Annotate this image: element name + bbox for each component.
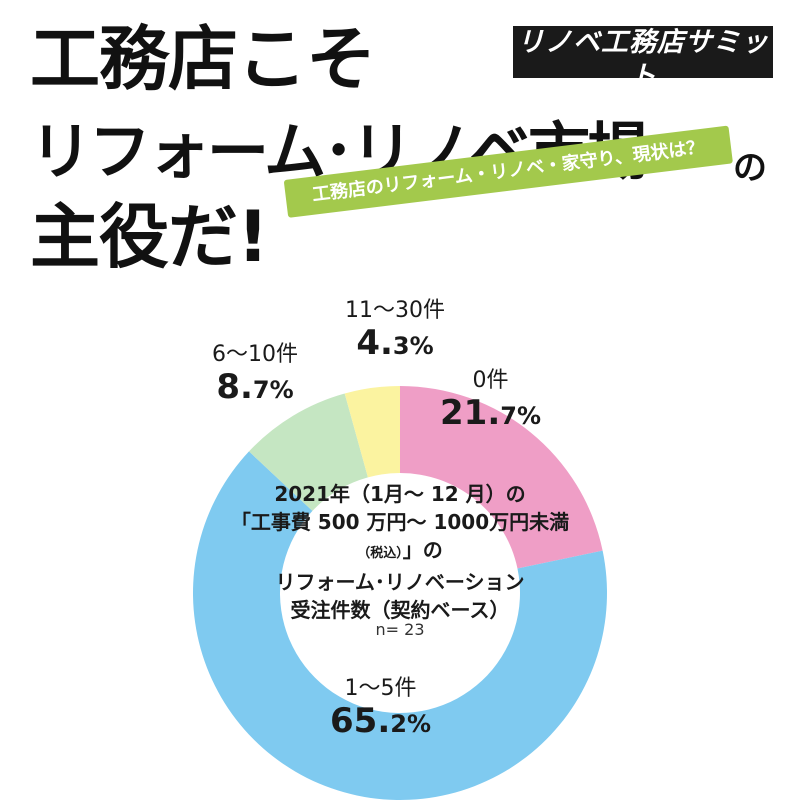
slice-value-3: 4.3% [356,323,434,363]
headline-line-3: 主役だ! [30,196,269,278]
chart-title: 2021年（1月～ 12 月）の 「工事費 500 万円～ 1000万円未満（税… [230,480,570,624]
sample-size-note: n= 23 [375,620,425,639]
donut-slice-3 [344,386,400,478]
donut-slice-0 [400,386,603,569]
slice-label-0: 0件 21.7% [440,368,541,435]
donut-slice-2 [248,393,368,511]
slice-value-1: 65.2% [330,701,431,741]
slice-label-1: 1～5件 65.2% [330,676,431,743]
slice-label-2: 6～10件 8.7% [212,342,298,409]
slice-category-1: 1～5件 [344,676,417,701]
chart-title-line-2: 「工事費 500 万円～ 1000万円未満（税込）」の [230,510,570,562]
slice-category-3: 11～30件 [345,298,445,323]
chart-title-line-1: 2021年（1月～ 12 月）の [274,482,526,506]
chart-title-line-4: 受注件数（契約ベース） [290,598,510,622]
slice-category-2: 6～10件 [212,342,298,367]
headline-line-2-suffix: の [733,148,767,188]
slice-label-3: 11～30件 4.3% [345,298,445,365]
donut-slice-1 [193,451,607,800]
slice-value-0: 21.7% [440,393,541,433]
slice-value-2: 8.7% [216,367,294,407]
slice-category-0: 0件 [472,368,509,393]
headline-line-1: 工務店こそ [30,18,376,100]
logo-sub-text: Renovation Builders' Summit [571,95,715,104]
summit-logo: リノベ工務店サミット Renovation Builders' Summit [513,26,773,104]
logo-main-text: リノベ工務店サミット [517,27,769,92]
chart-title-line-3: リフォーム･リノベーション [275,570,525,594]
